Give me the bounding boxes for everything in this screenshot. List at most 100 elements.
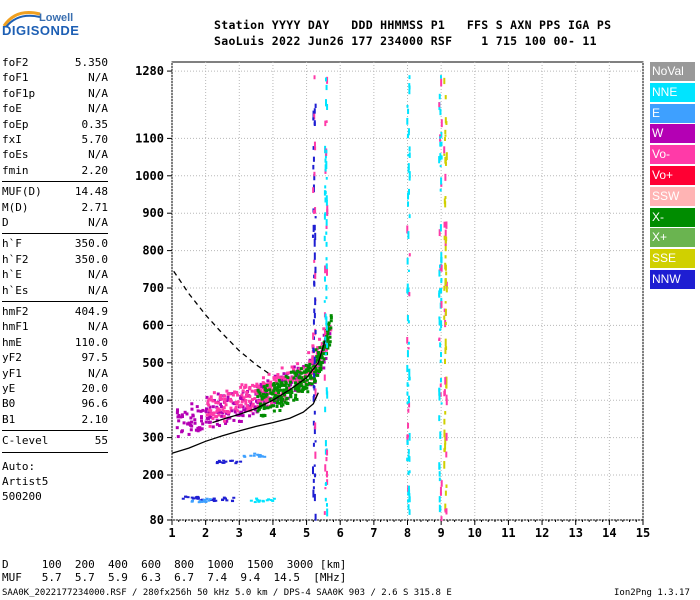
e-region-echo [200, 500, 204, 503]
echo-point [218, 424, 222, 428]
echo-point [281, 383, 285, 387]
interference-point [313, 281, 316, 287]
interference-point [407, 347, 410, 350]
echo-point [183, 410, 187, 414]
interference-point [408, 88, 411, 95]
echo-point [308, 358, 312, 362]
interference-point [314, 266, 317, 274]
y-tick-label: 500 [142, 356, 164, 370]
echo-point [299, 371, 303, 375]
echo-point [284, 381, 288, 385]
muf-distance-row: D 100 200 400 600 800 1000 1500 3000 [km… [2, 558, 347, 571]
interference-point [444, 278, 447, 285]
param-value: N/A [88, 366, 108, 380]
interference-point [444, 95, 447, 100]
interference-point [325, 241, 328, 247]
interference-point [325, 503, 328, 507]
echo-point [208, 420, 212, 424]
echo-point [307, 371, 311, 375]
echo-point [220, 414, 224, 418]
echo-point [307, 364, 311, 368]
interference-point [440, 480, 443, 487]
interference-point [408, 509, 411, 515]
echo-point [314, 362, 318, 366]
interference-point [313, 238, 316, 247]
interference-point [408, 489, 411, 494]
x-tick-label: 4 [269, 526, 276, 540]
echo-point [175, 409, 179, 413]
interference-point [323, 374, 326, 381]
interference-point [445, 508, 448, 515]
interference-point [438, 393, 441, 401]
e-region-echo [255, 498, 259, 501]
interference-point [408, 292, 411, 297]
echo-point [306, 366, 310, 370]
e-region-echo [218, 461, 222, 464]
echo-point [253, 405, 257, 409]
interference-point [406, 225, 409, 234]
interference-point [406, 257, 409, 265]
echo-point [286, 386, 290, 390]
x-tick-label: 8 [404, 526, 411, 540]
echo-point [308, 370, 312, 374]
interference-point [439, 165, 442, 168]
legend-nne: NNE [650, 82, 695, 102]
interference-point [313, 113, 316, 120]
echo-point [297, 370, 301, 374]
file-info-footer: SAA0K_2022177234000.RSF / 280fx256h 50 k… [2, 588, 452, 598]
echo-point [264, 398, 268, 402]
interference-point [444, 134, 447, 137]
echo-point [250, 404, 254, 408]
echo-point [196, 429, 200, 433]
echo-point [221, 408, 225, 412]
echo-point [329, 316, 333, 320]
echo-point [262, 385, 266, 389]
echo-point [266, 396, 270, 400]
echo-point [304, 373, 308, 377]
interference-point [444, 244, 447, 252]
x-tick-label: 7 [370, 526, 377, 540]
e-region-echo [256, 453, 260, 456]
interference-point [408, 152, 411, 158]
interference-point [312, 319, 315, 325]
interference-point [324, 77, 327, 82]
echo-point [314, 370, 318, 374]
interference-point [325, 316, 328, 324]
param-value: 350.0 [74, 237, 108, 251]
echo-point [305, 386, 309, 390]
interference-point [312, 486, 315, 490]
echo-point [176, 415, 180, 419]
echo-point [242, 396, 246, 400]
echo-point [297, 385, 301, 389]
echo-point [311, 358, 315, 362]
interference-point [407, 395, 410, 404]
interference-point [312, 442, 315, 447]
param-label: foF1p [2, 86, 36, 100]
echo-point [235, 409, 239, 413]
interference-point [325, 231, 328, 235]
interference-point [444, 229, 447, 237]
interference-point [313, 312, 316, 319]
echo-point [223, 419, 227, 423]
interference-point [438, 102, 441, 108]
interference-point [440, 402, 443, 405]
interference-point [406, 401, 409, 405]
echo-point [313, 379, 317, 383]
interference-point [313, 122, 316, 126]
e-region-echo [222, 496, 226, 499]
echo-point [196, 409, 200, 413]
echo-point [302, 370, 306, 374]
echo-point [277, 378, 281, 382]
e-region-echo [221, 498, 225, 501]
echo-point [219, 402, 223, 406]
echo-point [219, 393, 223, 397]
param-value: 96.6 [81, 397, 109, 411]
y-tick-label: 600 [142, 318, 164, 332]
echo-point [221, 411, 225, 415]
y-tick-label: 200 [142, 468, 164, 482]
echo-point [296, 362, 300, 366]
interference-point [323, 276, 326, 282]
echo-point [283, 400, 287, 404]
echo-point [316, 351, 320, 355]
echo-point [299, 376, 303, 380]
